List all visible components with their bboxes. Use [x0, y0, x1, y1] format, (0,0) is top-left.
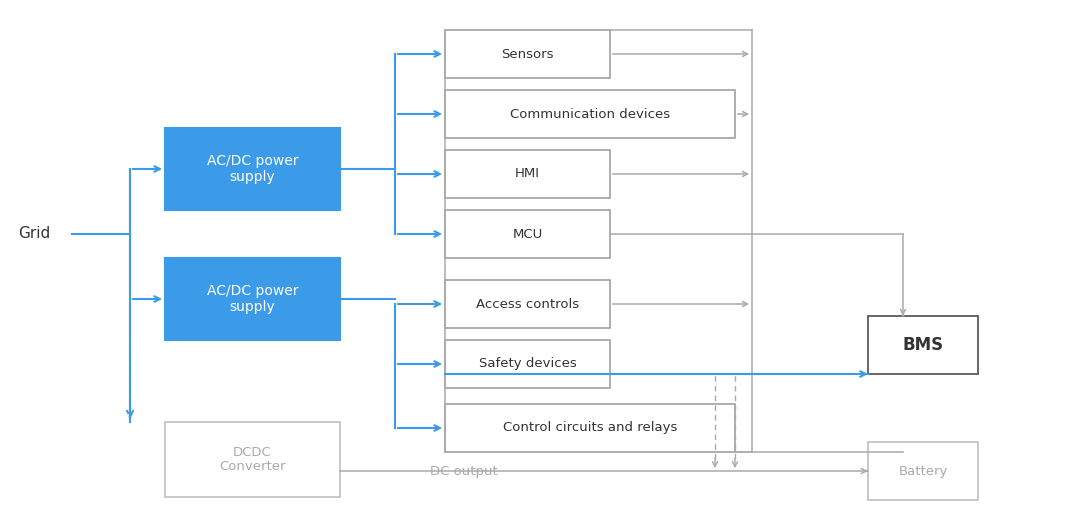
- FancyBboxPatch shape: [165, 258, 340, 340]
- Text: AC/DC power
supply: AC/DC power supply: [207, 154, 298, 184]
- Text: DCDC
Converter: DCDC Converter: [219, 445, 285, 473]
- Text: Grid: Grid: [18, 227, 50, 242]
- FancyBboxPatch shape: [445, 280, 610, 328]
- Text: AC/DC power
supply: AC/DC power supply: [207, 284, 298, 314]
- Text: DC output: DC output: [430, 465, 497, 478]
- FancyBboxPatch shape: [445, 340, 610, 388]
- FancyBboxPatch shape: [165, 128, 340, 210]
- FancyBboxPatch shape: [868, 316, 978, 374]
- Text: Control circuits and relays: Control circuits and relays: [503, 421, 677, 434]
- Text: Safety devices: Safety devices: [478, 358, 576, 371]
- Text: Access controls: Access controls: [476, 298, 579, 311]
- Text: MCU: MCU: [512, 228, 543, 241]
- FancyBboxPatch shape: [868, 442, 978, 500]
- FancyBboxPatch shape: [165, 422, 340, 497]
- FancyBboxPatch shape: [445, 404, 735, 452]
- FancyBboxPatch shape: [445, 90, 735, 138]
- FancyBboxPatch shape: [445, 210, 610, 258]
- Text: BMS: BMS: [902, 336, 944, 354]
- Text: Sensors: Sensors: [502, 48, 554, 61]
- Text: Battery: Battery: [898, 465, 948, 478]
- Text: Communication devices: Communication devices: [510, 108, 670, 121]
- FancyBboxPatch shape: [445, 150, 610, 198]
- Text: HMI: HMI: [515, 168, 540, 181]
- FancyBboxPatch shape: [445, 30, 610, 78]
